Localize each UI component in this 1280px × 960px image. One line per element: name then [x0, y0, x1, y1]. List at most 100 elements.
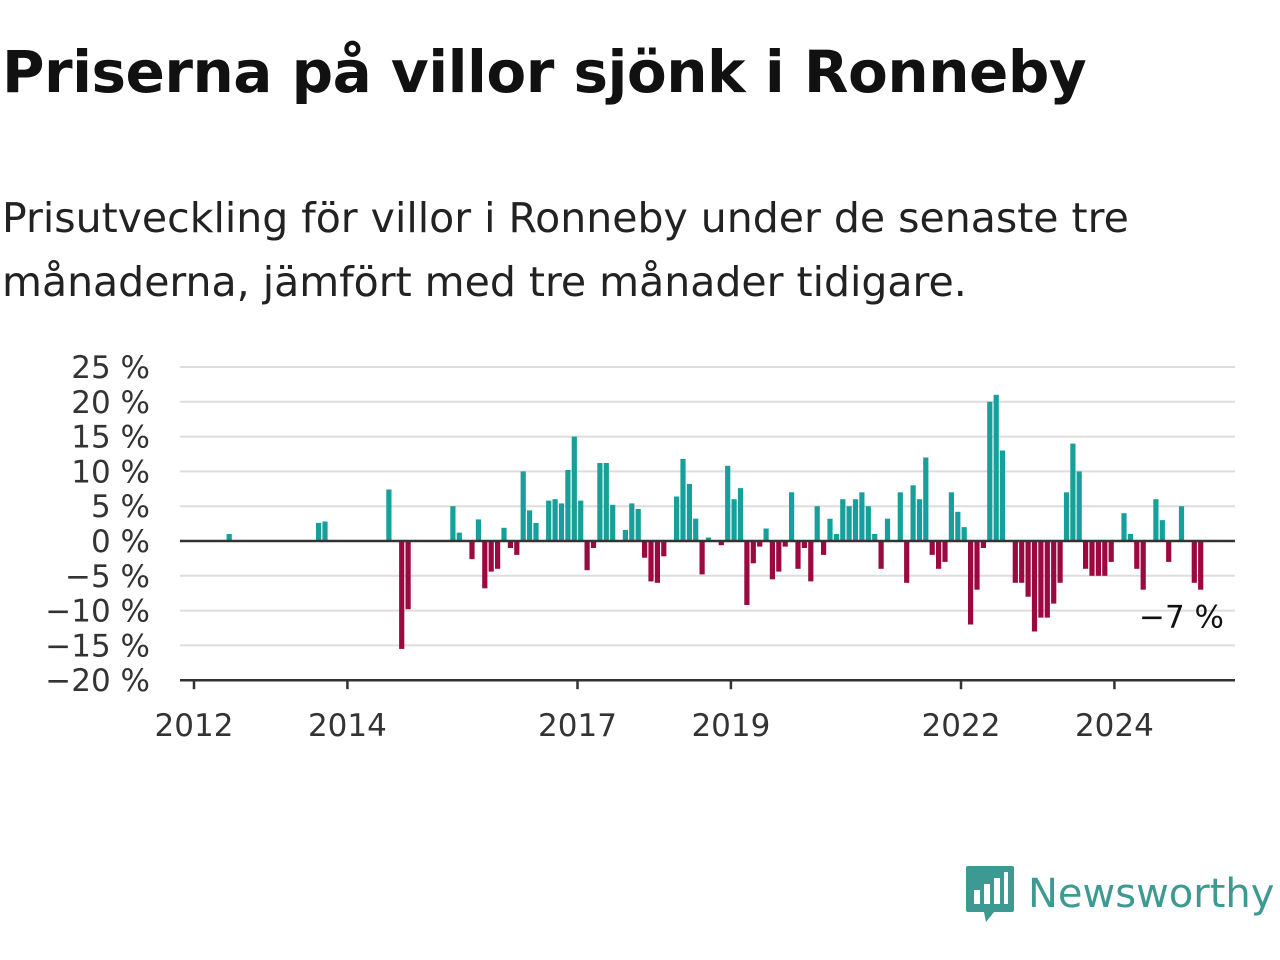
bar: [1166, 541, 1172, 562]
bar: [584, 541, 590, 571]
bar: [948, 492, 954, 541]
bar: [923, 457, 929, 541]
newsworthy-logo-icon: [966, 866, 1014, 922]
bar: [968, 541, 974, 625]
bar: [859, 492, 865, 541]
bar: [635, 509, 641, 541]
bar: [527, 510, 533, 541]
bar: [1057, 541, 1063, 583]
bar: [1063, 492, 1070, 541]
x-tick-label: 2019: [691, 708, 770, 744]
bar: [980, 541, 986, 548]
bar: [1095, 541, 1101, 576]
bar: [552, 499, 558, 541]
bar: [936, 541, 942, 569]
bar: [469, 541, 475, 560]
bar: [757, 541, 763, 547]
bar: [597, 463, 603, 541]
bar: [705, 537, 712, 541]
chart-subtitle: Prisutveckling för villor i Ronneby unde…: [2, 194, 1129, 306]
bar: [846, 506, 852, 541]
bar: [475, 519, 481, 541]
bar: [731, 499, 737, 541]
bar: [482, 541, 488, 589]
bar: [961, 527, 967, 541]
bar: [322, 521, 328, 541]
bar: [1178, 506, 1185, 541]
bar: [642, 541, 648, 558]
bar: [1012, 541, 1018, 583]
bar: [1102, 541, 1108, 576]
bar: [718, 541, 724, 546]
bar: [725, 465, 731, 541]
x-tick-label: 2014: [308, 708, 387, 744]
bar: [852, 499, 859, 541]
bar: [974, 541, 980, 590]
brand-name: Newsworthy: [1028, 871, 1275, 917]
bar: [546, 500, 552, 541]
bar: [693, 518, 699, 541]
bar: [795, 541, 801, 569]
bar: [316, 522, 322, 541]
bar: [565, 470, 571, 541]
x-tick-label: 2012: [155, 708, 234, 744]
bar: [1051, 541, 1057, 604]
bar: [386, 489, 392, 541]
bar: [942, 541, 948, 562]
bar: [801, 541, 807, 548]
bar: [590, 541, 597, 548]
newsworthy-brand: Newsworthy: [964, 864, 1274, 924]
x-axis-tick-labels: 2012 2014 2017 2019 2022 2024: [155, 680, 1154, 744]
bar: [514, 541, 520, 555]
bar: [865, 506, 871, 541]
bar: [648, 541, 654, 582]
y-tick-label: 20 %: [71, 385, 150, 421]
bar: [1191, 541, 1197, 583]
bar: [833, 534, 839, 541]
bar: [769, 541, 775, 580]
bar: [1076, 471, 1082, 541]
bar: [507, 541, 513, 548]
chart-title: Priserna på villor sjönk i Ronneby: [2, 38, 1087, 106]
bar: [897, 492, 903, 541]
bar: [904, 541, 910, 583]
bar: [910, 485, 916, 541]
bar: [821, 541, 827, 555]
bar: [571, 436, 577, 541]
bar: [603, 463, 609, 541]
bar: [674, 496, 680, 541]
x-tick-label: 2022: [922, 708, 1001, 744]
y-tick-label: 10 %: [71, 454, 150, 490]
y-tick-label: 25 %: [71, 350, 150, 386]
bar: [533, 522, 539, 541]
x-tick-label: 2024: [1075, 708, 1154, 744]
bar: [686, 483, 692, 541]
bar: [1031, 541, 1038, 632]
bar: [955, 511, 961, 541]
bar: [1038, 541, 1044, 618]
bar: [987, 401, 993, 541]
bar: [878, 541, 884, 569]
bar: [520, 471, 526, 541]
y-tick-label: −20 %: [45, 663, 150, 699]
bar: [916, 499, 923, 541]
bar: [763, 528, 769, 541]
bars: [226, 394, 1204, 649]
y-tick-label: 15 %: [71, 420, 150, 456]
bar: [456, 532, 462, 541]
bar: [654, 541, 660, 583]
bar: [872, 534, 878, 541]
bar: [744, 541, 750, 605]
bar: [661, 541, 667, 557]
bar: [1198, 541, 1204, 590]
bar: [450, 506, 456, 541]
bar: [1134, 541, 1140, 569]
y-tick-label: 5 %: [91, 489, 150, 525]
axes: [180, 539, 1235, 682]
last-value-annotation: −7 %: [1139, 600, 1224, 636]
bar: [405, 541, 411, 610]
y-tick-label: −10 %: [45, 594, 150, 630]
bar: [808, 541, 814, 582]
bar: [699, 541, 705, 575]
bar: [737, 488, 744, 541]
